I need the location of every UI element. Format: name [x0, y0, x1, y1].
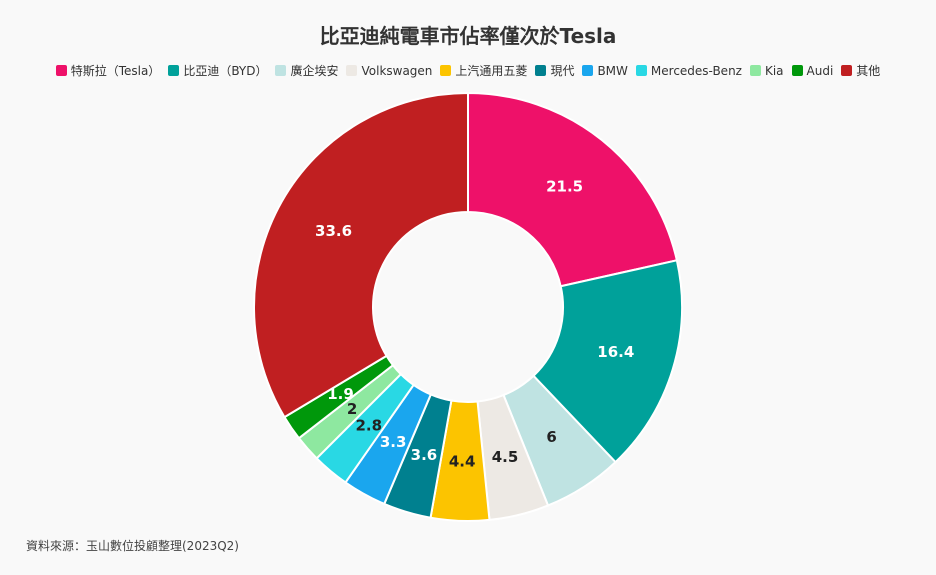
slice-value-label: 21.5	[546, 177, 583, 195]
legend-item[interactable]: 特斯拉（Tesla）	[55, 62, 161, 79]
legend-swatch	[55, 65, 67, 76]
slice-value-label: 33.6	[315, 222, 352, 240]
legend-swatch	[635, 65, 647, 76]
slice-value-label: 2	[347, 400, 357, 418]
legend-label: 比亞迪（BYD）	[183, 64, 268, 78]
legend-item[interactable]: BMW	[582, 63, 628, 78]
legend-label: Audi	[806, 63, 834, 78]
legend-swatch	[346, 65, 358, 76]
legend-item[interactable]: 上汽通用五菱	[440, 62, 527, 79]
legend-swatch	[275, 65, 287, 76]
legend-swatch	[791, 65, 803, 76]
legend-item[interactable]: 現代	[535, 62, 574, 79]
legend-item[interactable]: Kia	[749, 63, 784, 78]
legend-label: Volkswagen	[361, 63, 433, 78]
legend-item[interactable]: Mercedes-Benz	[635, 63, 742, 78]
legend-swatch	[440, 65, 452, 76]
slice-value-label: 3.3	[380, 433, 407, 451]
slice-value-label: 16.4	[597, 343, 634, 361]
legend-swatch	[168, 65, 180, 76]
slice-value-label: 2.8	[355, 416, 382, 434]
chart-legend: 特斯拉（Tesla） 比亞迪（BYD） 廣企埃安 Volkswagen 上汽通用五菱 現代…	[0, 62, 936, 79]
chart-title: 比亞迪純電車市佔率僅次於Tesla	[319, 24, 617, 48]
legend-swatch	[535, 65, 547, 76]
legend-label: 其他	[856, 64, 881, 78]
legend-item[interactable]: 比亞迪（BYD）	[168, 62, 267, 79]
slice-value-label: 4.4	[449, 452, 476, 470]
slice-value-label: 4.5	[492, 448, 519, 466]
donut-slice[interactable]	[253, 91, 469, 419]
slice-value-label: 6	[546, 428, 556, 446]
legend-swatch	[582, 65, 594, 76]
legend-label: 特斯拉（Tesla）	[70, 64, 161, 78]
legend-label: 廣企埃安	[290, 64, 339, 78]
legend-label: Mercedes-Benz	[650, 63, 742, 78]
slice-value-label: 1.9	[327, 385, 354, 403]
legend-label: Kia	[764, 63, 784, 78]
slice-value-label: 3.6	[411, 446, 438, 464]
legend-item[interactable]: Audi	[791, 63, 834, 78]
legend-label: 現代	[550, 64, 575, 78]
legend-item[interactable]: 廣企埃安	[275, 62, 338, 79]
donut-slice[interactable]	[532, 259, 683, 464]
legend-swatch	[841, 65, 853, 76]
legend-label: 上汽通用五菱	[455, 64, 528, 78]
legend-item[interactable]: 其他	[841, 62, 880, 79]
legend-item[interactable]: Volkswagen	[346, 64, 432, 78]
source-note: 資料來源：玉山數位投顧整理(2023Q2)	[26, 539, 239, 553]
legend-label: BMW	[597, 63, 628, 78]
legend-swatch	[749, 65, 761, 76]
donut-slice[interactable]	[467, 91, 679, 288]
